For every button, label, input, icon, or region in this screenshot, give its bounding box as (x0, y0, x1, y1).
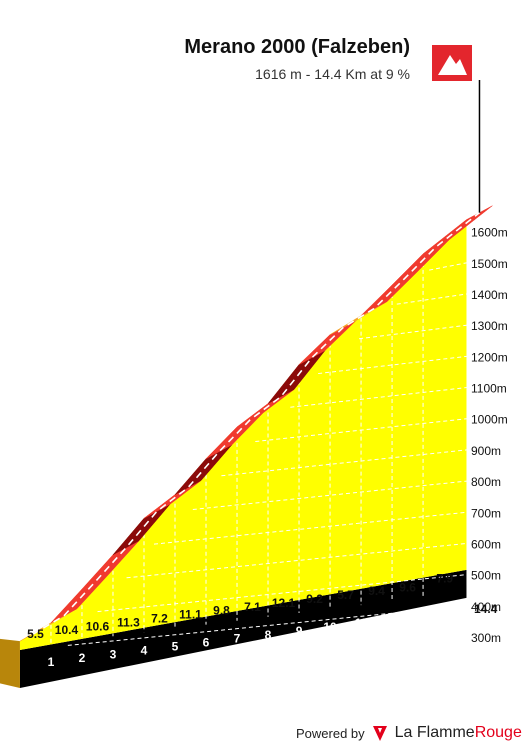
y-tick-label: 1000m (471, 413, 508, 427)
segment-gradient-label: 12.1 (272, 596, 296, 610)
km-tick-label: 5 (172, 640, 179, 654)
climb-subtitle: 1616 m - 14.4 Km at 9 % (255, 66, 410, 82)
km-tick-label: 12 (385, 612, 399, 626)
segment-gradient-label: 10.6 (86, 619, 110, 633)
km-tick-label: 3 (110, 647, 117, 661)
km-tick-label: 7 (234, 632, 241, 646)
powered-by-text: Powered by (296, 725, 365, 741)
profile-base-band (19, 569, 467, 688)
km-tick-label: 6 (203, 636, 210, 650)
y-tick-label: 1400m (471, 288, 508, 302)
y-tick-label: 800m (471, 475, 501, 489)
y-tick-label: 400m (471, 600, 501, 614)
brand-name: La FlammeRouge (394, 724, 522, 741)
y-tick-label: 300m (471, 631, 501, 645)
y-tick-label: 600m (471, 537, 501, 551)
km-tick-label: 8 (265, 628, 272, 642)
km-tick-label: 1 (48, 655, 55, 669)
segment-gradient-label: 10.4 (55, 623, 79, 637)
labels: 300m400m500m600m700m800m900m1000m1100m12… (27, 226, 508, 669)
segment-gradient-label: 9.6 (399, 580, 416, 594)
horizontal-gridline (429, 262, 467, 271)
horizontal-gridline (290, 387, 467, 408)
km-tick-label: 9 (296, 624, 303, 638)
y-tick-label: 1600m (471, 226, 508, 240)
y-tick-label: 900m (471, 444, 501, 458)
profile-side-panel (0, 638, 20, 688)
segment-gradient-label: 9.4 (368, 584, 385, 598)
climb-title: Merano 2000 (Falzeben) (184, 36, 410, 58)
y-tick-label: 500m (471, 569, 501, 583)
horizontal-gridline (97, 574, 467, 613)
km-tick-label: 13 (416, 608, 430, 622)
y-tick-label: 1200m (471, 350, 508, 364)
segment-gradient-label: 5.5 (27, 627, 44, 641)
horizontal-gridline (192, 480, 467, 511)
distance-end-label: 14.4 (474, 602, 498, 616)
segment-gradient-label: 7.1 (244, 600, 261, 614)
horizontal-gridline (126, 542, 467, 579)
segment-gradient-label: 11.3 (117, 615, 140, 629)
segment-gradient-label: 7.9 (436, 572, 453, 586)
y-tick-label: 700m (471, 506, 501, 520)
segment-gradient-label: 5.7 (337, 588, 354, 602)
km-tick-label: 4 (141, 643, 148, 657)
segment-gradient-label: 9.8 (213, 604, 230, 618)
summit-flag (432, 45, 481, 213)
road-centre-line (32, 212, 480, 635)
horizontal-gridline (221, 449, 467, 477)
profile-base (0, 569, 467, 688)
km-tick-label: 10 (323, 620, 337, 634)
horizontal-gridline (318, 355, 467, 375)
km-tick-label: 11 (355, 616, 368, 630)
horizontal-gridline (255, 418, 467, 443)
gradient-segments (19, 205, 493, 642)
footer: Powered by La FlammeRouge (296, 724, 522, 742)
y-tick-label: 1500m (471, 257, 508, 271)
horizontal-gridline (153, 511, 467, 545)
mountain-icon (438, 55, 467, 75)
km-tick-label: 2 (79, 651, 86, 665)
y-tick-label: 1300m (471, 319, 508, 333)
horizontal-gridline (396, 293, 467, 305)
flamme-rouge-logo-icon (372, 726, 387, 741)
segment-gradient-label: 11.1 (179, 608, 202, 622)
segment-gradient-label: 9.2 (306, 592, 323, 606)
y-tick-label: 1100m (471, 382, 507, 396)
horizontal-gridline (67, 605, 467, 646)
segment-gradient-label: 7.2 (151, 611, 168, 625)
